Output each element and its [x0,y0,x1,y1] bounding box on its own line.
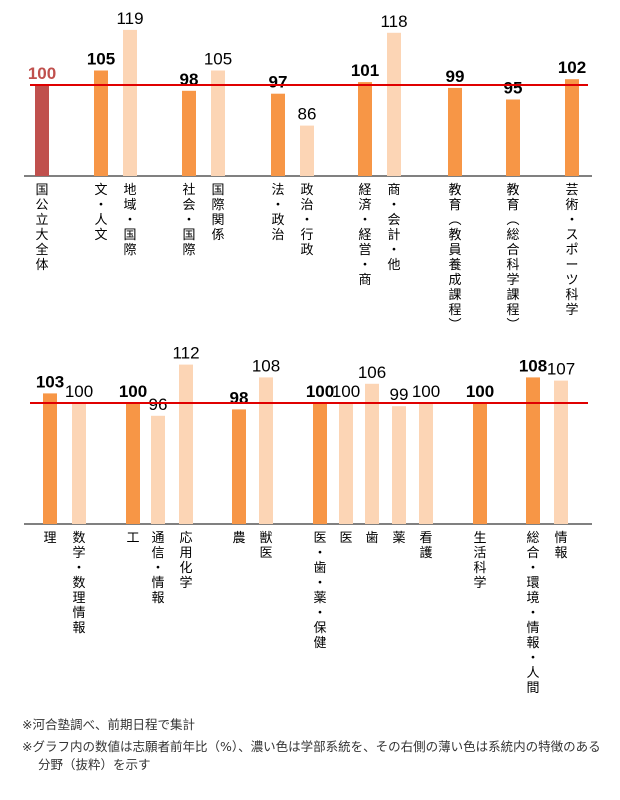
bar-2-4 [151,415,165,524]
category-label: 国公立大全体 [35,183,48,273]
bar-2-8 [313,403,327,524]
data-label: 100 [306,382,334,401]
data-label: 99 [446,67,465,86]
category-label: 法・政治 [271,183,284,243]
data-label: 119 [116,9,143,28]
data-label: 103 [36,372,64,391]
bar-1-3 [123,29,137,177]
bar-1-2 [94,70,108,176]
category-label: 地域・国際 [123,183,136,258]
data-label: 100 [28,64,56,83]
bar-2-14 [526,377,540,524]
bar-2-12 [419,403,433,524]
data-label: 107 [547,360,575,379]
category-label: 教育︵総合科学課程︶ [506,182,519,333]
category-label: 薬 [392,531,405,546]
data-label: 105 [204,50,232,69]
data-label: 98 [230,388,249,407]
bar-2-1 [43,393,57,524]
bar-2-7 [259,377,273,524]
bar-1-1 [35,85,49,176]
bar-2-13 [473,403,487,524]
bar-1-7 [300,125,314,176]
bar-chart: 100 国公立大全体 105 文・人文 119 地域・国際 98 社会・国際 105 国際関係 97… [24,9,592,696]
category-label: 看護 [419,530,432,561]
category-label: 教育︵教員養成課程︶ [448,182,461,333]
category-label: 農 [232,531,245,546]
category-label: 社会・国際 [182,182,195,258]
category-label: 芸術・スポーツ科学 [565,182,578,318]
category-label: 総合・環境・情報・人間 [526,531,539,696]
category-label: 通信・情報 [151,531,164,606]
bar-2-15 [554,380,568,524]
bar-2-11 [392,406,406,524]
data-label: 100 [466,382,494,401]
category-label: 医 [339,531,352,546]
category-label: 商・会計・他 [387,183,400,273]
category-label: 獣医 [259,531,272,561]
bar-1-12 [565,79,579,176]
bar-1-6 [271,93,285,176]
data-label: 96 [149,395,168,414]
bar-2-5 [179,364,193,524]
category-label: 応用化学 [179,531,192,591]
data-label: 95 [504,79,523,98]
category-label: 文・人文 [94,183,107,243]
bar-2-6 [232,409,246,524]
category-label: 数学・数理情報 [72,531,85,636]
bar-2-9 [339,403,353,524]
bar-1-9 [387,32,401,176]
category-label: 医・歯・薬・保健 [313,531,326,651]
category-label: 工 [126,531,139,546]
bar-2-2 [72,403,86,524]
bar-1-10 [448,87,462,176]
data-label: 108 [252,356,280,375]
footnote-legend: ※グラフ内の数値は志願者前年比（%）、濃い色は学部系統を、その右側の薄い色は系統… [22,739,601,772]
data-label: 100 [119,382,147,401]
bar-1-11 [506,99,520,176]
category-label: 理 [43,531,56,546]
bar-1-8 [358,82,372,176]
data-label: 106 [358,363,386,382]
data-label: 97 [269,73,288,92]
footnote-source: ※河合塾調べ、前期日程で集計 [22,717,195,732]
bar-1-5 [211,70,225,176]
category-label: 歯 [365,531,378,546]
category-label: 国際関係 [211,183,224,243]
data-label: 108 [519,356,547,375]
data-label: 105 [87,50,115,69]
category-label: 生活科学 [473,531,486,591]
data-label: 102 [558,58,586,77]
data-label: 86 [298,105,317,124]
data-label: 99 [390,385,409,404]
data-label: 100 [412,382,440,401]
data-label: 100 [65,382,93,401]
bar-1-4 [182,90,196,176]
category-label: 経済・経営・商 [358,183,371,288]
data-label: 112 [172,344,199,363]
bar-2-10 [365,383,379,524]
category-label: 情報 [554,531,567,561]
bar-2-3 [126,403,140,524]
data-label: 118 [380,12,407,31]
data-label: 100 [332,382,360,401]
data-label: 101 [351,61,379,80]
category-label: 政治・行政 [300,183,313,258]
